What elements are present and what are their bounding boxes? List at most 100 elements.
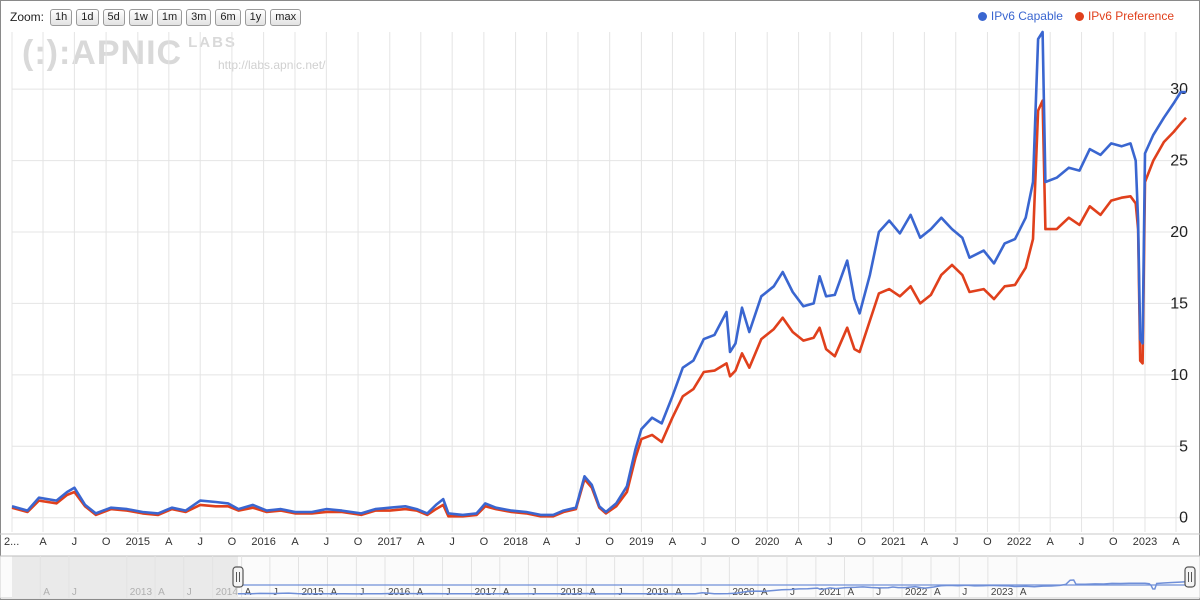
navigator-tick-label: J: [531, 587, 536, 598]
y-tick-label: 25: [1170, 153, 1188, 170]
navigator-left-handle[interactable]: [232, 566, 244, 588]
chart-legend: IPv6 Capable IPv6 Preference: [977, 9, 1174, 23]
x-tick-label: O: [605, 536, 614, 548]
x-tick-label: J: [449, 536, 455, 548]
x-tick-label: J: [575, 536, 581, 548]
x-tick-label: 2018: [503, 536, 527, 548]
navigator-tick-label: 2013: [130, 587, 153, 598]
navigator-tick-label: 2018: [560, 587, 583, 598]
x-tick-label: A: [795, 536, 803, 548]
navigator-tick-label: J: [618, 587, 623, 598]
x-tick-label: 2021: [881, 536, 905, 548]
navigator-tick-label: 2017: [474, 587, 497, 598]
x-tick-label: J: [953, 536, 959, 548]
navigator-tick-label: A: [245, 587, 252, 598]
x-tick-label: J: [827, 536, 833, 548]
x-tick-label: J: [324, 536, 330, 548]
x-tick-label: A: [921, 536, 929, 548]
x-tick-label: O: [228, 536, 237, 548]
legend-label-capable: IPv6 Capable: [990, 9, 1063, 23]
zoom-1h-button[interactable]: 1h: [50, 8, 73, 26]
grid-lines: [11, 32, 1186, 532]
x-tick-label: A: [669, 536, 677, 548]
x-tick-label: 2023: [1133, 536, 1157, 548]
x-tick-label: O: [983, 536, 992, 548]
zoom-1d-button[interactable]: 1d: [76, 8, 99, 26]
x-tick-label: A: [165, 536, 173, 548]
x-tick-label: O: [102, 536, 111, 548]
navigator-right-handle[interactable]: [1184, 566, 1196, 588]
x-tick-label: 2022: [1007, 536, 1031, 548]
navigator-tick-label: A: [1020, 587, 1027, 598]
x-tick-label: J: [72, 536, 78, 548]
navigator-tick-label: A: [934, 587, 941, 598]
navigator-tick-label: A: [847, 587, 854, 598]
navigator-series-line: [237, 579, 1190, 595]
navigator-tick-label: J: [790, 587, 795, 598]
handle-grip: [232, 566, 244, 588]
handle-grip: [1184, 566, 1196, 588]
legend-dot-icon: [1074, 11, 1084, 21]
x-tick-label: O: [857, 536, 866, 548]
navigator-tick-label: 2022: [905, 587, 928, 598]
navigator-unselected-shade: [12, 556, 238, 598]
navigator-tick-label: J: [359, 587, 364, 598]
x-tick-label: 2016: [251, 536, 275, 548]
x-tick-label: O: [731, 536, 740, 548]
preference-series-line: [11, 99, 1187, 518]
navigator-tick-label: J: [273, 587, 278, 598]
navigator-tick-label: 2016: [388, 587, 411, 598]
navigator-tick-label: A: [589, 587, 596, 598]
x-tick-label: A: [39, 536, 47, 548]
navigator-tick-label: J: [187, 587, 192, 598]
x-tick-label: 2019: [629, 536, 653, 548]
x-tick-label: A: [1172, 536, 1180, 548]
legend-item-capable[interactable]: IPv6 Capable: [977, 9, 1063, 23]
navigator-tick-label: 2023: [991, 587, 1014, 598]
navigator-tick-label: A: [158, 587, 165, 598]
navigator-tick-label: A: [675, 587, 682, 598]
zoom-max-button[interactable]: max: [270, 8, 302, 26]
x-tick-label: A: [1047, 536, 1055, 548]
navigator-tick-label: 2014: [216, 587, 239, 598]
y-tick-label: 20: [1170, 224, 1188, 241]
navigator-tick-label: 2015: [302, 587, 325, 598]
y-tick-label: 30: [1170, 81, 1188, 98]
navigator-tick-label: J: [72, 587, 77, 598]
zoom-5d-button[interactable]: 5d: [102, 8, 125, 26]
zoom-1w-button[interactable]: 1w: [128, 8, 153, 26]
navigator-tick-label: J: [446, 587, 451, 598]
navigator-tick-label: A: [503, 587, 510, 598]
y-tick-label: 0: [1179, 510, 1188, 527]
zoom-label: Zoom:: [10, 10, 45, 24]
navigator-tick-label: A: [330, 587, 337, 598]
zoom-1m-button[interactable]: 1m: [156, 8, 183, 26]
navigator-tick-label: A: [43, 587, 50, 598]
zoom-1y-button[interactable]: 1y: [244, 8, 267, 26]
x-tick-label: J: [1079, 536, 1085, 548]
x-tick-label: A: [417, 536, 425, 548]
y-tick-label: 10: [1170, 367, 1188, 384]
zoom-3m-button[interactable]: 3m: [186, 8, 212, 26]
legend-dot-icon: [977, 11, 987, 21]
navigator-tick-label: A: [417, 587, 424, 598]
x-tick-label: O: [1109, 536, 1118, 548]
x-tick-label: O: [354, 536, 363, 548]
x-tick-label: 2017: [378, 536, 402, 548]
legend-item-preference[interactable]: IPv6 Preference: [1074, 9, 1174, 23]
x-tick-label: J: [701, 536, 707, 548]
legend-label-preference: IPv6 Preference: [1087, 9, 1174, 23]
navigator-tick-label: J: [876, 587, 881, 598]
zoom-6m-button[interactable]: 6m: [215, 8, 241, 26]
x-tick-label: 2...: [4, 536, 19, 548]
x-tick-label: A: [543, 536, 551, 548]
y-tick-label: 15: [1170, 295, 1188, 312]
x-tick-label: 2015: [126, 536, 150, 548]
x-tick-label: J: [197, 536, 203, 548]
y-tick-label: 5: [1179, 438, 1188, 455]
navigator-tick-label: A: [761, 587, 768, 598]
x-tick-label: O: [480, 536, 489, 548]
navigator-tick-label: J: [962, 587, 967, 598]
navigator-tick-label: 2021: [819, 587, 842, 598]
